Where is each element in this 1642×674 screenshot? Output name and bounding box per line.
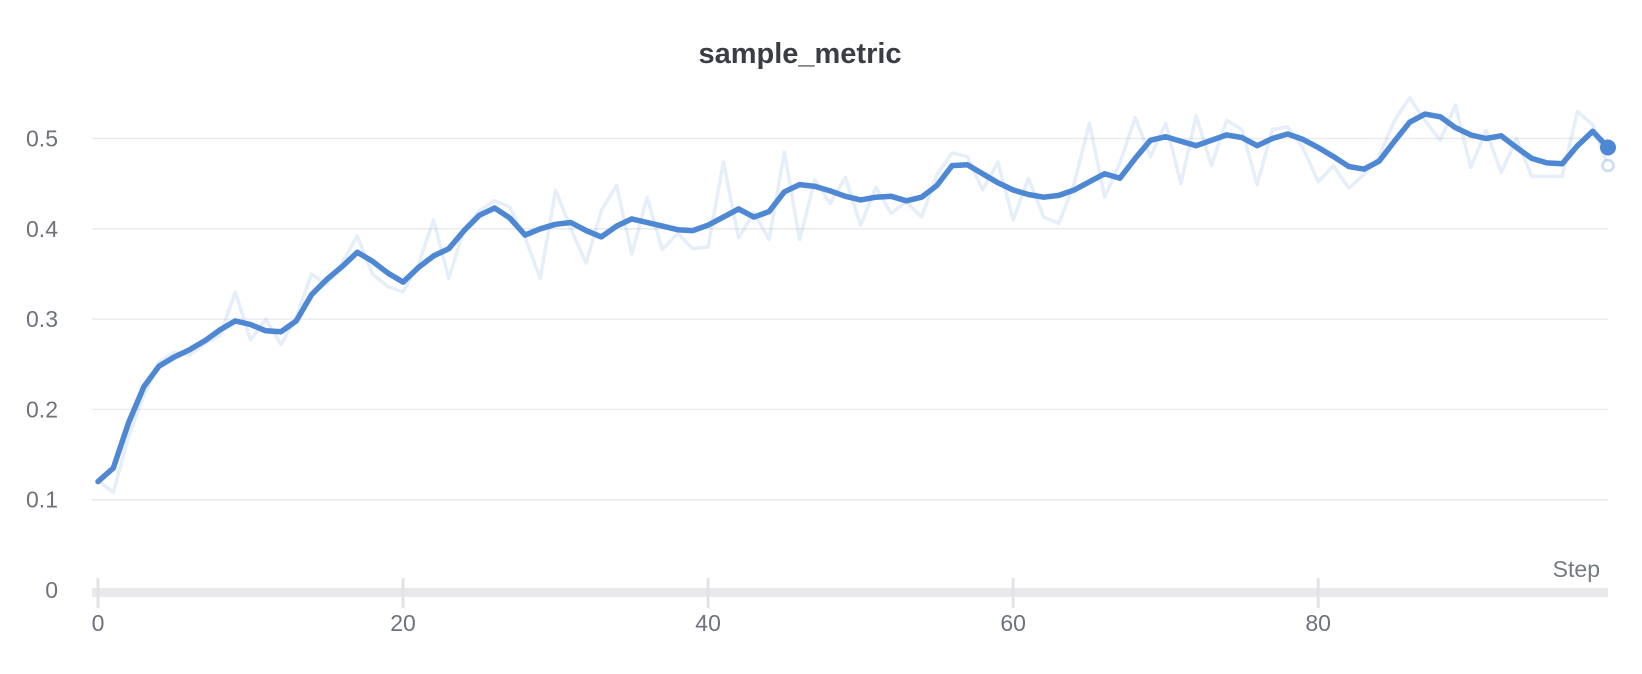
- y-tick-label-0.1: 0.1: [26, 487, 58, 513]
- y-tick-label-0.5: 0.5: [26, 126, 58, 152]
- y-tick-label-0.4: 0.4: [26, 216, 58, 242]
- y-axis-labels: 0 0.1 0.2 0.3 0.4 0.5: [26, 126, 58, 604]
- x-axis: 0 20 40 60 80: [92, 578, 1608, 636]
- x-tick-label-0: 0: [92, 610, 105, 636]
- x-tick-label-20: 20: [390, 610, 416, 636]
- y-tick-label-0.2: 0.2: [26, 396, 58, 422]
- smoothed-end-marker[interactable]: [1600, 139, 1616, 156]
- chart-title: sample_metric: [698, 38, 901, 70]
- series-smoothed-line[interactable]: [95, 111, 1611, 485]
- x-tick-label-60: 60: [1000, 610, 1026, 636]
- series-original-line: [96, 96, 1610, 495]
- x-tick-label-40: 40: [695, 610, 721, 636]
- original-end-marker: [1601, 158, 1615, 173]
- x-axis-bar: [92, 588, 1608, 597]
- x-tick-label-80: 80: [1305, 610, 1331, 636]
- y-tick-label-0: 0: [45, 577, 58, 603]
- y-tick-label-0.3: 0.3: [26, 306, 58, 332]
- gridlines: [92, 137, 1608, 501]
- x-axis-label: Step: [1553, 556, 1600, 582]
